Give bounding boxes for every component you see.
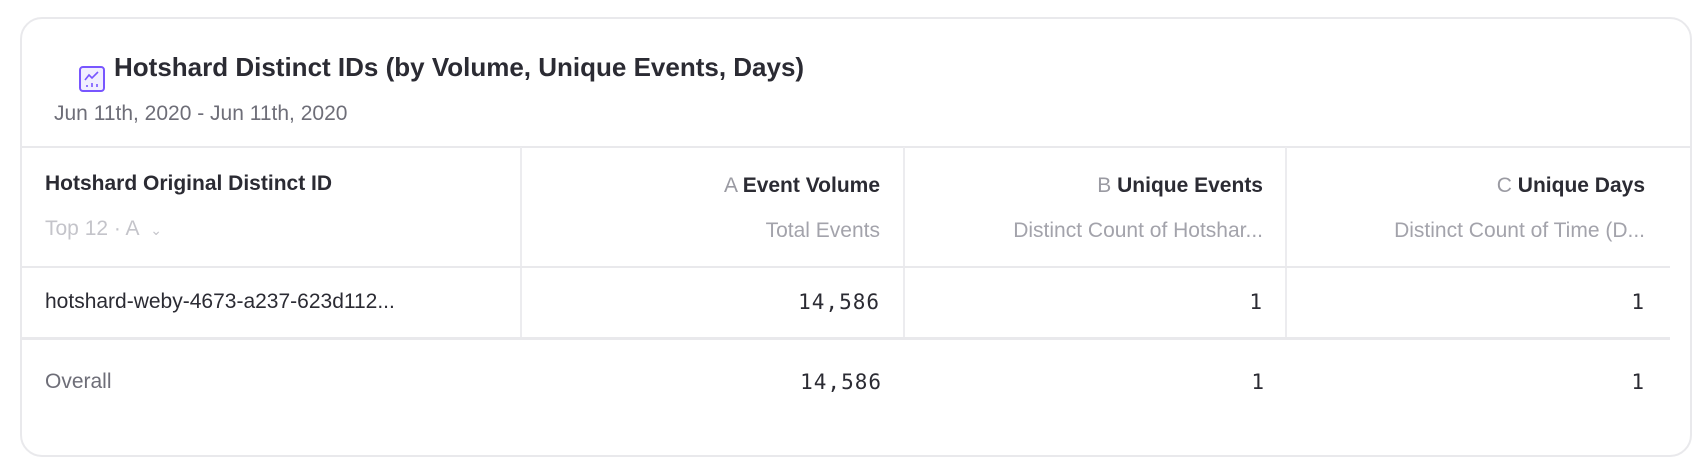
divider xyxy=(1285,147,1287,339)
column-measure: Total Events xyxy=(765,219,880,242)
cell-value: 1 xyxy=(1249,290,1263,314)
chevron-down-icon: ⌄ xyxy=(150,222,162,238)
column-measure: Distinct Count of Time (D... xyxy=(1394,219,1645,242)
report-title[interactable]: Hotshard Distinct IDs (by Volume, Unique… xyxy=(114,52,805,82)
cell-value: 14,586 xyxy=(798,290,880,314)
overall-value: 1 xyxy=(1251,370,1265,394)
column-header-b[interactable]: B Unique Events xyxy=(905,171,1263,201)
column-label: Unique Days xyxy=(1517,174,1645,197)
group-column-header[interactable]: Hotshard Original Distinct ID xyxy=(45,172,333,195)
divider xyxy=(520,147,522,339)
divider xyxy=(903,147,905,339)
column-measure: Distinct Count of Hotshar... xyxy=(1013,219,1263,242)
column-header-a[interactable]: A Event Volume xyxy=(522,171,880,201)
report-card: Hotshard Distinct IDs (by Volume, Unique… xyxy=(20,17,1692,457)
overall-label: Overall xyxy=(45,370,112,393)
column-letter: A xyxy=(723,174,737,197)
top-n-label: Top 12 · A xyxy=(45,217,139,240)
top-n-dropdown[interactable]: Top 12 · A ⌄ xyxy=(45,214,162,245)
row-label[interactable]: hotshard-weby-4673-a237-623d112... xyxy=(45,290,395,313)
overall-value: 14,586 xyxy=(800,370,882,394)
divider xyxy=(22,266,1670,268)
line-chart-icon xyxy=(79,66,105,92)
divider xyxy=(22,337,1670,340)
column-label: Event Volume xyxy=(742,174,880,197)
column-header-c[interactable]: C Unique Days xyxy=(1287,171,1645,201)
column-letter: C xyxy=(1496,174,1512,197)
divider xyxy=(22,146,1690,148)
cell-value: 1 xyxy=(1631,290,1645,314)
column-label: Unique Events xyxy=(1117,174,1263,197)
overall-value: 1 xyxy=(1631,370,1645,394)
date-range: Jun 11th, 2020 - Jun 11th, 2020 xyxy=(54,102,348,125)
column-letter: B xyxy=(1097,174,1112,197)
